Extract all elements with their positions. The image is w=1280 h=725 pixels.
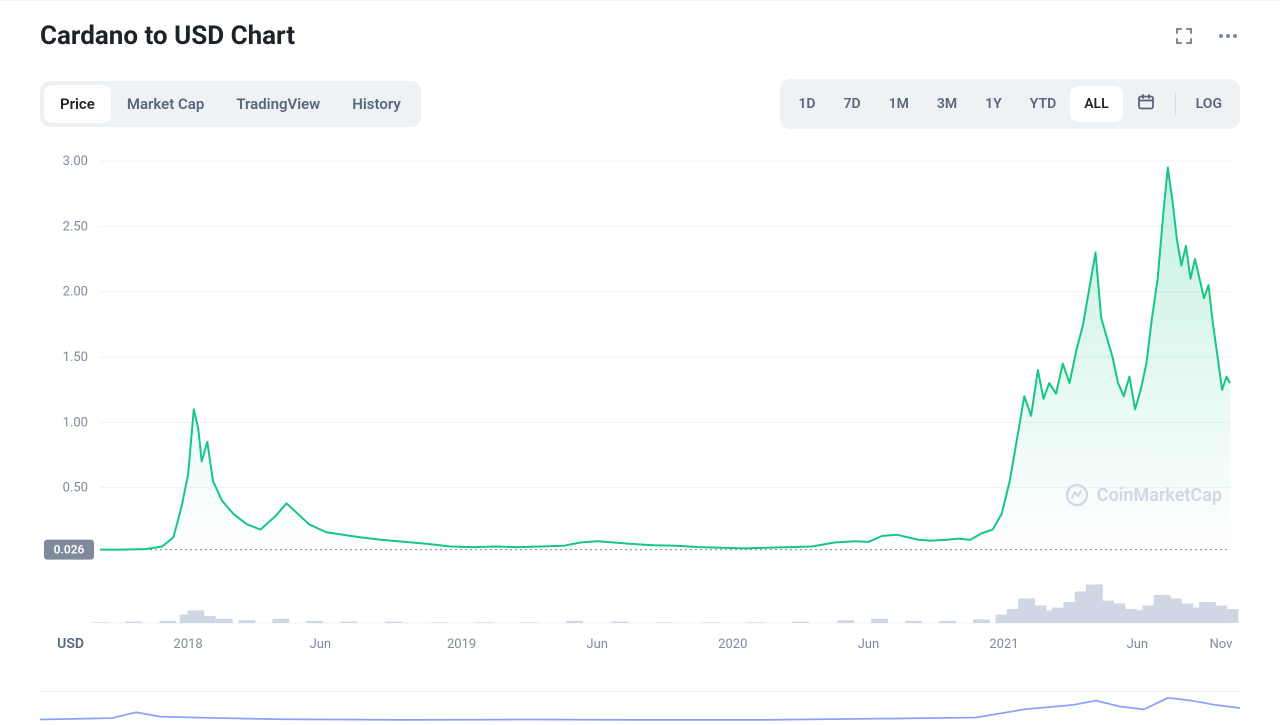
volume-bar (476, 622, 493, 623)
range-1d[interactable]: 1D (784, 86, 829, 122)
x-tick-label: 2018 (174, 637, 203, 652)
volume-bar (1222, 609, 1239, 623)
range-1y[interactable]: 1Y (971, 86, 1016, 122)
range-1m[interactable]: 1M (875, 86, 923, 122)
volume-bar (657, 622, 674, 623)
range-ytd[interactable]: YTD (1016, 86, 1070, 122)
range-7d[interactable]: 7D (830, 86, 875, 122)
volume-bar (973, 620, 990, 624)
tab-tradingview[interactable]: TradingView (220, 85, 336, 123)
volume-bar (272, 619, 289, 623)
volume-bar (747, 622, 764, 623)
header-actions (1172, 24, 1240, 48)
tab-history[interactable]: History (336, 85, 417, 123)
volume-bar (431, 622, 448, 623)
volume-bar (905, 621, 922, 623)
x-tick-label: 2021 (989, 637, 1018, 652)
volume-bar (92, 622, 109, 623)
mini-chart-svg (40, 692, 1240, 721)
y-tick-label: 1.00 (63, 415, 88, 430)
x-tick-label: Jun (310, 637, 332, 652)
chart-type-tabs: PriceMarket CapTradingViewHistory (40, 81, 421, 127)
price-chart-svg: 0.50 1.00 1.50 2.00 2.50 3.00 0.026 2018 Jun 2019… (40, 153, 1240, 673)
y-tick-label: 2.50 (63, 219, 88, 234)
volume-bar (521, 622, 538, 623)
volume-bar (871, 619, 888, 623)
volume-bar (939, 621, 956, 623)
mini-overview-chart[interactable] (40, 691, 1240, 721)
range-all[interactable]: ALL (1070, 86, 1122, 122)
y-tick-label: 1.50 (63, 350, 88, 365)
mini-price-line (40, 698, 1240, 720)
currency-label: USD (57, 636, 84, 652)
baseline-value: 0.026 (54, 543, 85, 557)
volume-bar (239, 620, 256, 623)
volume-bar (702, 622, 719, 623)
x-tick-label: 2019 (447, 637, 476, 652)
x-tick-label: Jun (586, 637, 608, 652)
volume-bar (566, 621, 583, 623)
tab-price[interactable]: Price (44, 85, 111, 123)
log-toggle[interactable]: LOG (1182, 86, 1236, 122)
volume-bar (611, 622, 628, 623)
x-tick-label: Nov (1210, 637, 1234, 652)
x-tick-label: Jun (1127, 637, 1149, 652)
x-tick-label: 2020 (718, 637, 747, 652)
fullscreen-icon[interactable] (1172, 24, 1196, 48)
chart-container: Cardano to USD Chart PriceMarket CapTrad… (0, 0, 1280, 673)
volume-bar (159, 621, 176, 623)
volume-bar (306, 621, 323, 623)
time-range-group: 1D7D1M3M1YYTDALL LOG (780, 79, 1240, 129)
x-tick-label: Jun (858, 637, 880, 652)
header-row: Cardano to USD Chart (40, 21, 1240, 51)
price-area (100, 168, 1230, 554)
calendar-icon[interactable] (1123, 83, 1169, 125)
more-icon[interactable] (1216, 24, 1240, 48)
volume-bar (126, 622, 143, 623)
volume-bar (837, 620, 854, 623)
page-title: Cardano to USD Chart (40, 21, 295, 51)
y-tick-label: 3.00 (63, 154, 88, 169)
tab-market-cap[interactable]: Market Cap (111, 85, 221, 123)
range-divider (1175, 93, 1176, 115)
y-tick-label: 2.00 (63, 285, 88, 300)
volume-bar (199, 616, 216, 623)
volume-bar (385, 622, 402, 623)
range-3m[interactable]: 3M (923, 86, 971, 122)
chart-area[interactable]: 0.50 1.00 1.50 2.00 2.50 3.00 0.026 2018 Jun 2019… (40, 153, 1240, 673)
y-tick-label: 0.50 (63, 481, 88, 496)
controls-row: PriceMarket CapTradingViewHistory 1D7D1M… (40, 79, 1240, 129)
volume-bar (216, 619, 233, 623)
volume-bar (340, 622, 357, 623)
volume-bar (792, 622, 809, 623)
